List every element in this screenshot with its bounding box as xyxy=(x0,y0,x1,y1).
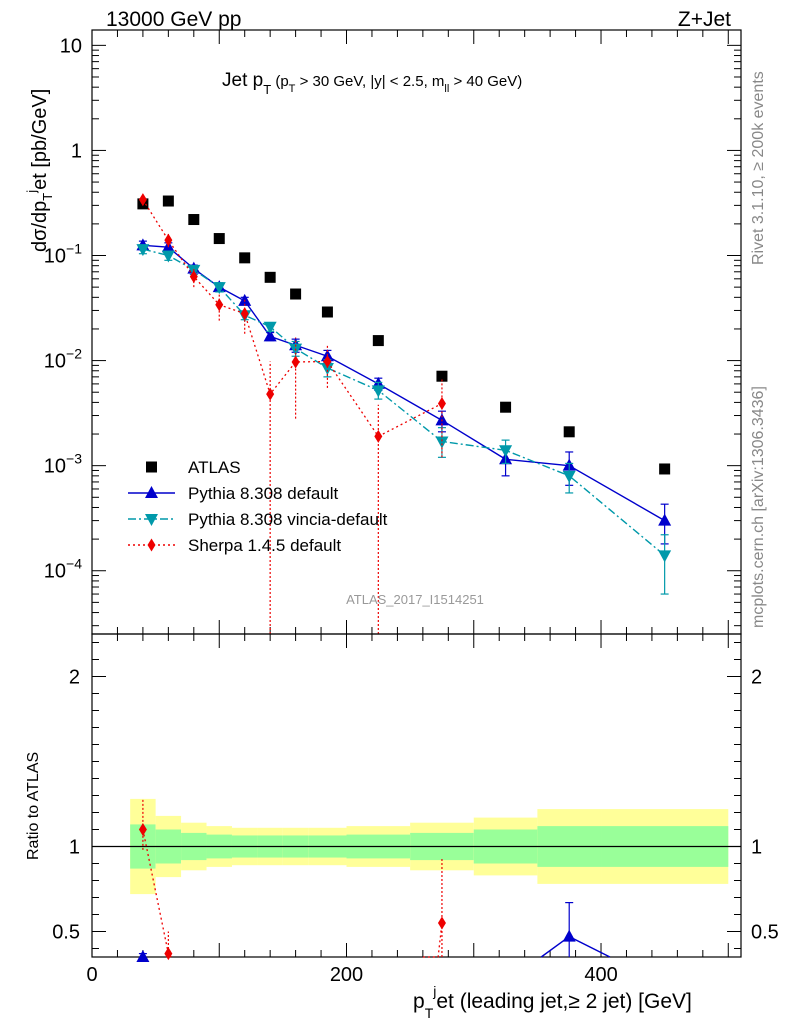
atlas-point xyxy=(372,335,384,347)
header-left: 13000 GeV pp xyxy=(106,8,241,31)
pythia-8-308-vincia-default-point xyxy=(136,244,150,257)
pythia-8-308-vincia-default-point xyxy=(371,385,385,398)
pythia-8-308-default-point xyxy=(263,329,277,342)
ratio-sherpa-line xyxy=(422,922,443,958)
ratio-frame xyxy=(91,633,742,958)
legend-pythia-8-308-vincia-default-marker xyxy=(145,514,158,526)
pythia-8-308-vincia-default-point xyxy=(658,550,672,563)
atlas-point xyxy=(500,401,512,413)
atlas-point xyxy=(239,252,251,264)
legend-sherpa-1-4-5-default-label: Sherpa 1.4.5 default xyxy=(188,536,341,555)
mcplots-label: mcplots.cern.ch [arXiv:1306.3436] xyxy=(750,386,767,628)
pythia-8-308-vincia-default-point xyxy=(212,282,226,295)
xlabel: pTjet (leading jet,≥ 2 jet) [GeV] xyxy=(413,983,692,1021)
ratio-xtick-label: 0 xyxy=(86,964,97,986)
ratio-ytick-label: 1 xyxy=(69,837,80,859)
atlas-point xyxy=(188,214,200,226)
pythia-8-308-vincia-default-point xyxy=(161,250,175,263)
sherpa-1-4-5-default-point xyxy=(291,355,300,369)
main-ylabel: dσ/dpTjet [pb/GeV] xyxy=(24,89,55,252)
ratio-pythia-8-308-default-point xyxy=(562,929,576,942)
ratio-sherpa-1-4-5-default-point xyxy=(138,823,147,836)
main-panel: 10−4 10−3 10−2 10−1 1 10 ATLAS Pythia 8.308 def… xyxy=(44,29,742,635)
main-ytick-label: 10−1 xyxy=(44,241,82,268)
main-ytick-label: 10−2 xyxy=(44,346,82,373)
watermark: ATLAS_2017_I1514251 xyxy=(346,592,484,607)
ratio-ytick-label-right: 2 xyxy=(751,667,762,689)
sherpa-1-4-5-default-point xyxy=(437,397,446,411)
ratio-sherpa-1-4-5-default-point xyxy=(164,947,173,961)
atlas-point xyxy=(213,233,225,245)
atlas-point xyxy=(659,463,671,475)
atlas-point xyxy=(563,426,575,438)
sherpa-1-4-5-default-point xyxy=(189,270,198,284)
sherpa-1-4-5-default-point xyxy=(240,307,249,321)
pythia-8-308-default-point xyxy=(658,513,672,526)
sherpa-1-4-5-default-point xyxy=(374,429,383,443)
sherpa-1-4-5-default-point xyxy=(215,298,224,312)
sherpa-1-4-5-default-point xyxy=(266,387,275,401)
legend-pythia-8-308-default-label: Pythia 8.308 default xyxy=(188,484,339,503)
pythia-8-308-vincia-default-point xyxy=(263,321,277,334)
atlas-point xyxy=(162,195,174,207)
sherpa-1-4-5-default-point xyxy=(164,233,173,247)
pythia-8-308-vincia-default-point xyxy=(499,445,513,458)
header-right: Z+Jet xyxy=(678,8,731,31)
ratio-xtick-label: 200 xyxy=(330,964,363,986)
rivet-label: Rivet 3.1.10, ≥ 200k events xyxy=(750,71,767,265)
sherpa-1-4-5-default-point xyxy=(323,355,332,369)
main-ytick-label: 10−4 xyxy=(44,556,82,583)
pythia-8-308-vincia-default-point xyxy=(435,436,449,449)
legend-atlas-label: ATLAS xyxy=(188,458,241,477)
ratio-ylabel: Ratio to ATLAS xyxy=(25,752,42,860)
legend-atlas-marker xyxy=(146,461,157,473)
atlas-point xyxy=(321,306,333,318)
sherpa-1-4-5-default-line xyxy=(142,199,443,438)
ratio-ytick-label-right: 0.5 xyxy=(751,922,779,944)
ratio-ytick-label: 2 xyxy=(69,667,80,689)
legend-sherpa-1-4-5-default-marker xyxy=(147,538,156,552)
ratio-panel: 0 200 400 0.5 0.5 1 1 2 2 xyxy=(52,633,779,986)
main-ytick-label: 10−3 xyxy=(44,451,82,478)
plot-title: Jet pT (pT > 30 GeV, |y| < 2.5, mll > 40… xyxy=(222,70,522,97)
sherpa-1-4-5-default-point xyxy=(138,193,147,207)
ratio-xtick-label: 400 xyxy=(584,964,617,986)
pythia-8-308-vincia-default-point xyxy=(320,363,334,376)
main-ytick-label: 1 xyxy=(71,140,82,162)
ratio-sherpa-1-4-5-default-point xyxy=(437,916,446,930)
legend-pythia-8-308-vincia-default-label: Pythia 8.308 vincia-default xyxy=(188,510,388,529)
main-ytick-label: 10 xyxy=(60,35,82,57)
ratio-ytick-label: 0.5 xyxy=(52,922,80,944)
pythia-8-308-vincia-default-point xyxy=(562,470,576,483)
atlas-point xyxy=(264,271,276,283)
legend-pythia-8-308-default-marker xyxy=(145,486,158,498)
atlas-point xyxy=(290,288,302,300)
ratio-pythia-8-308-default-point xyxy=(136,950,150,962)
ratio-ytick-label-right: 1 xyxy=(751,837,762,859)
atlas-point xyxy=(436,370,448,382)
pythia-8-308-default-point xyxy=(435,413,449,426)
